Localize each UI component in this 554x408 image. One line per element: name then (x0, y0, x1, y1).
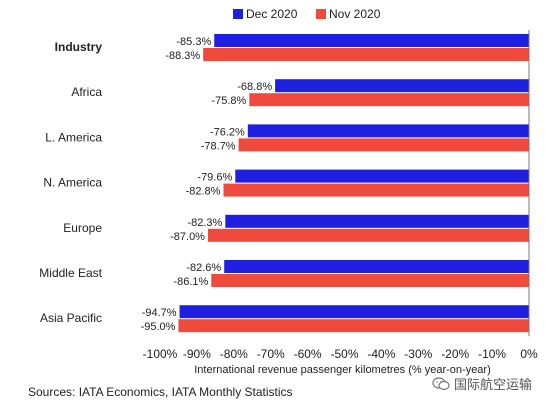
bar-middle-east-dec-2020 (224, 260, 529, 273)
source-note: Sources: IATA Economics, IATA Monthly St… (28, 385, 293, 399)
category-label-l-america: L. America (45, 130, 102, 144)
bar-europe-dec-2020 (225, 214, 530, 228)
value-label-africa-nov-2020: -75.8% (211, 95, 246, 107)
x-tick-label: -10% (478, 347, 506, 361)
value-label-asia-pacific-dec-2020: -94.7% (142, 307, 177, 319)
category-label-africa: Africa (71, 85, 102, 99)
x-tick-label: -70% (257, 347, 285, 361)
x-tick-label: -50% (330, 347, 358, 361)
value-label-europe-dec-2020: -82.3% (187, 217, 222, 229)
value-label-europe-nov-2020: -87.0% (170, 231, 205, 243)
x-tick-label: -90% (183, 347, 211, 361)
category-label-middle-east: Middle East (39, 266, 102, 280)
bar-asia-pacific-nov-2020 (178, 319, 529, 333)
x-tick-label: -60% (294, 347, 322, 361)
legend-swatch-dec-2020 (233, 9, 243, 19)
x-tick-label: -100% (143, 347, 178, 361)
value-label-asia-pacific-nov-2020: -95.0% (141, 321, 176, 333)
watermark-text: 国际航空运输 (454, 377, 533, 392)
bar-europe-nov-2020 (207, 228, 529, 242)
bar-l-america-nov-2020 (238, 138, 530, 152)
bar-industry-dec-2020 (214, 34, 530, 47)
category-label-europe: Europe (63, 221, 102, 235)
category-labels: Industry Africa L. America N. America Europe… (39, 40, 102, 325)
watermark: 国际航空运输 (432, 374, 532, 393)
value-label-middle-east-dec-2020: -82.6% (186, 262, 221, 274)
bars-group (178, 34, 530, 333)
bar-africa-dec-2020 (275, 79, 529, 93)
category-label-asia-pacific: Asia Pacific (40, 311, 102, 325)
x-tick-label: -40% (367, 347, 395, 361)
value-label-n-america-dec-2020: -79.6% (197, 172, 232, 184)
value-label-industry-dec-2020: -85.3% (176, 36, 211, 48)
x-tick-label: -80% (220, 347, 248, 361)
bar-n-america-dec-2020 (235, 169, 529, 183)
legend-label-dec-2020: Dec 2020 (246, 7, 298, 21)
legend-swatch-nov-2020 (316, 9, 326, 19)
x-tick-label: 0% (520, 347, 538, 361)
x-axis-title: International revenue passenger kilometr… (194, 364, 491, 376)
x-tick-label: -20% (441, 347, 469, 361)
category-label-industry: Industry (55, 40, 103, 54)
x-tick-label: -30% (404, 347, 432, 361)
value-label-l-america-nov-2020: -78.7% (201, 140, 236, 152)
chart-legend: Dec 2020 Nov 2020 (233, 7, 381, 21)
bar-n-america-nov-2020 (223, 183, 529, 197)
wechat-icon (432, 376, 450, 390)
category-label-n-america: N. America (43, 176, 102, 190)
bar-industry-nov-2020 (203, 48, 529, 61)
value-label-n-america-nov-2020: -82.8% (186, 186, 221, 198)
value-label-middle-east-nov-2020: -86.1% (173, 276, 208, 288)
legend-label-nov-2020: Nov 2020 (329, 7, 381, 21)
bar-africa-nov-2020 (249, 93, 529, 107)
value-labels: -85.3% -88.3% -68.8% -75.8% -76.2% -78.7% -79.… (141, 36, 273, 333)
bar-l-america-dec-2020 (247, 124, 529, 138)
value-label-africa-dec-2020: -68.8% (237, 81, 272, 93)
value-label-industry-nov-2020: -88.3% (165, 50, 200, 62)
bar-middle-east-nov-2020 (211, 274, 529, 287)
value-label-l-america-dec-2020: -76.2% (210, 126, 245, 138)
x-axis-ticks: -100% -90% -80% -70% -60% -50% -40% -30% -20% -10… (143, 347, 538, 361)
bar-asia-pacific-dec-2020 (179, 305, 529, 319)
